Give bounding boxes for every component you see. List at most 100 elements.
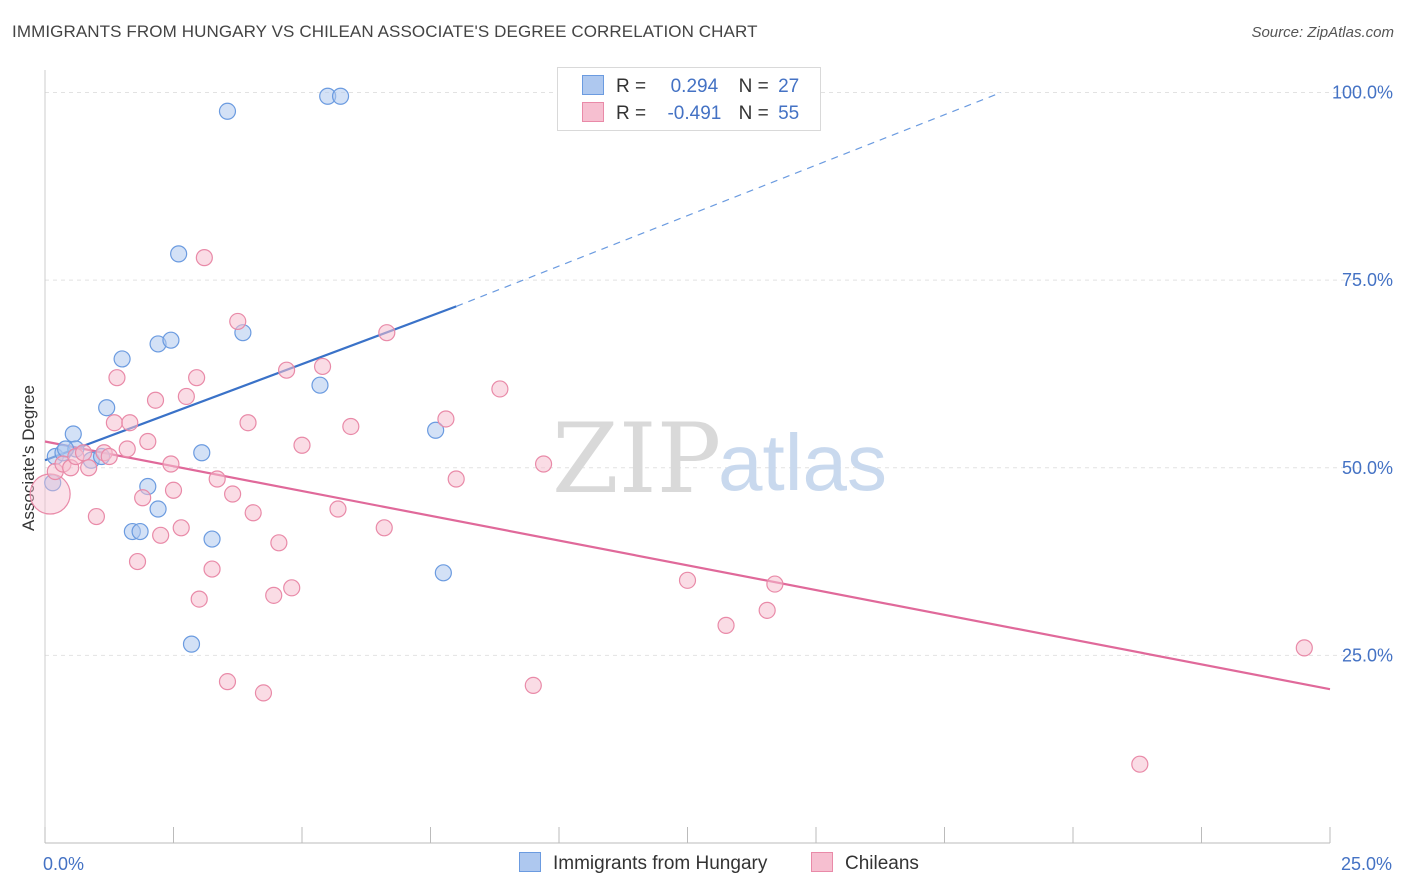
stats-legend: R = 0.294 N = 27 R = -0.491 N = 55 [557, 67, 821, 131]
data-point-chileans [87, 507, 106, 526]
data-point-chileans [342, 417, 360, 436]
bottom-legend-swatch-blue [519, 852, 541, 872]
legend-r-value: -0.491 [667, 103, 722, 124]
data-point-chileans [265, 586, 283, 604]
data-point-chileans [313, 357, 332, 376]
data-point-chileans [244, 504, 262, 522]
data-point-chileans [218, 673, 237, 691]
y-tick-label: 100.0% [1332, 83, 1393, 103]
data-point-chileans [270, 534, 288, 552]
data-point-chileans [108, 369, 126, 387]
data-point-chileans [195, 249, 213, 267]
y-tick-label: 75.0% [1342, 270, 1393, 290]
data-point-chileans [758, 601, 776, 619]
legend-n-label: N = [738, 76, 769, 97]
x-tick-label: 0.0% [43, 854, 84, 874]
legend-swatch-blue [582, 75, 604, 95]
data-point-chileans [329, 500, 347, 518]
data-point-hungary [311, 376, 329, 394]
legend-swatch-pink [582, 102, 604, 122]
data-point-chileans [437, 410, 455, 428]
grid-layer [45, 92, 1365, 656]
legend-r-label: R = [616, 76, 647, 97]
bottom-legend-chileans: Chileans [811, 852, 919, 875]
data-point-chileans [134, 489, 152, 507]
data-point-chileans [283, 579, 301, 597]
data-point-chileans [105, 414, 123, 432]
data-point-chileans [534, 455, 553, 473]
data-point-chileans [678, 571, 697, 589]
data-point-chileans [375, 519, 393, 537]
x-tick-label: 25.0% [1341, 854, 1392, 874]
data-point-chileans [118, 440, 136, 458]
trend-line-chileans [44, 440, 1331, 691]
data-point-hungary [149, 500, 167, 518]
data-point-hungary [162, 331, 180, 349]
data-point-chileans [378, 324, 396, 342]
legend-row-chileans: R = -0.491 N = 55 [582, 102, 799, 128]
data-point-chileans [152, 526, 170, 544]
data-point-hungary [182, 635, 201, 653]
data-point-hungary [434, 564, 452, 582]
data-point-chileans [80, 459, 98, 477]
legend-n-value: 55 [778, 103, 800, 124]
data-point-hungary [203, 530, 221, 548]
bottom-legend-label: Immigrants from Hungary [553, 853, 768, 874]
data-point-chileans [121, 414, 139, 432]
data-point-chileans [293, 436, 311, 454]
data-point-chileans [128, 552, 147, 571]
watermark-zip: ZIP [552, 403, 721, 515]
data-point-chileans [208, 470, 226, 488]
data-point-hungary [331, 87, 350, 105]
data-point-chileans [162, 455, 180, 473]
data-points [29, 87, 1313, 773]
data-point-hungary [427, 421, 445, 439]
chart-title: IMMIGRANTS FROM HUNGARY VS CHILEAN ASSOC… [12, 22, 758, 41]
axis-layer [44, 70, 1331, 844]
legend-r-value: 0.294 [670, 76, 719, 97]
data-point-chileans [177, 387, 195, 406]
data-point-chileans [139, 432, 157, 451]
data-point-chileans [766, 575, 784, 593]
data-point-chileans [172, 519, 190, 537]
data-point-chileans [447, 470, 465, 488]
legend-n-value: 27 [778, 76, 800, 97]
legend-n-label: N = [738, 103, 769, 124]
data-point-chileans [74, 444, 93, 462]
data-point-chileans [190, 590, 208, 608]
data-point-hungary [193, 444, 211, 462]
data-point-chileans [1131, 755, 1149, 773]
data-point-chileans [100, 447, 118, 466]
chart-source: Source: ZipAtlas.com [1251, 24, 1394, 41]
trend-line-hungary-extension [455, 91, 1002, 307]
bottom-legend-hungary: Immigrants from Hungary [519, 852, 767, 875]
data-point-chileans [277, 361, 296, 379]
data-point-chileans [524, 676, 542, 694]
data-point-chileans [717, 616, 735, 634]
data-point-chileans [1295, 639, 1313, 657]
data-point-hungary [98, 399, 116, 417]
data-point-chileans [164, 481, 183, 499]
legend-row-hungary: R = 0.294 N = 27 [582, 75, 799, 101]
data-point-chileans [29, 473, 71, 515]
bottom-legend-swatch-pink [811, 852, 833, 872]
data-point-chileans [491, 380, 509, 398]
data-point-chileans [254, 684, 273, 702]
bottom-legend-label: Chileans [845, 853, 919, 874]
data-point-chileans [146, 391, 165, 409]
data-point-hungary [218, 102, 237, 120]
watermark-atlas: atlas [718, 418, 887, 507]
tick-labels: 25.0% 50.0% 75.0% 100.0% 0.0% 25.0% [43, 83, 1393, 874]
legend-r-label: R = [616, 103, 647, 124]
data-point-hungary [131, 522, 149, 541]
data-point-hungary [113, 350, 131, 368]
y-tick-label: 50.0% [1342, 458, 1393, 478]
data-point-hungary [170, 245, 188, 263]
data-point-chileans [229, 312, 247, 331]
data-point-chileans [239, 414, 257, 432]
data-point-chileans [224, 485, 242, 503]
y-axis-label: Associate's Degree [19, 385, 38, 531]
data-point-hungary [64, 425, 82, 443]
y-tick-label: 25.0% [1342, 645, 1393, 665]
